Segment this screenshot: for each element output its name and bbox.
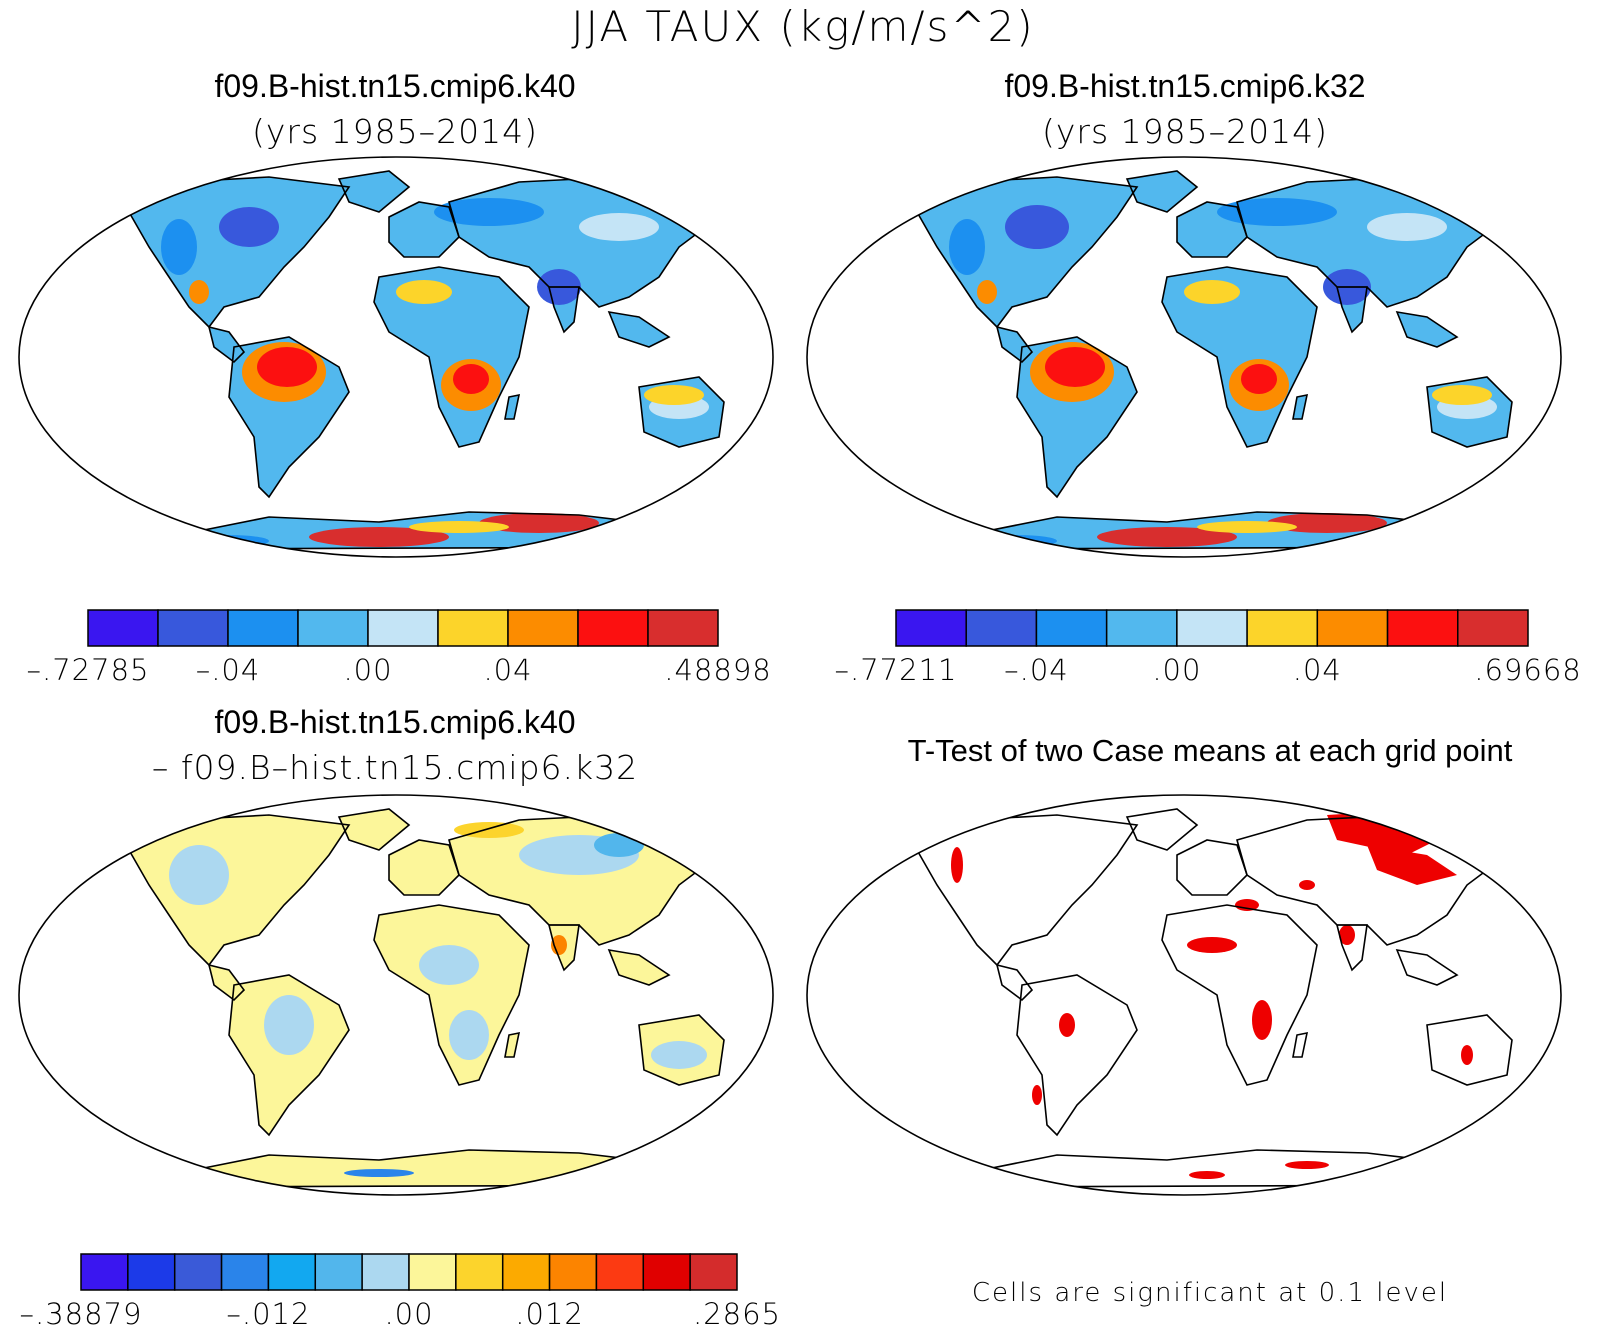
- colorbar-tick-label: .04: [1292, 653, 1342, 687]
- colorbar-swatch: [965, 609, 1038, 647]
- colorbar-tick-label: .00: [1152, 653, 1202, 687]
- panel3-map: [18, 794, 774, 1196]
- colorbar-swatch: [1246, 609, 1319, 647]
- colorbar-swatch: [1176, 609, 1248, 647]
- colorbar-swatch: [267, 1253, 317, 1291]
- colorbar-tick-label: .04: [483, 653, 533, 687]
- panel2-years: (yrs 1985–2014): [1042, 112, 1328, 151]
- colorbar-swatch: [367, 609, 439, 647]
- colorbar-tick-label: –.04: [195, 653, 261, 687]
- colorbar-swatch: [595, 1253, 645, 1291]
- colorbar-swatch: [127, 1253, 176, 1291]
- colorbar-tick-label: .00: [384, 1297, 434, 1331]
- colorbar-swatch: [455, 1253, 504, 1291]
- colorbar-tick-label: .48898: [664, 653, 772, 687]
- colorbar-case1: [87, 609, 719, 647]
- colorbar-tick-label: –.72785: [26, 653, 150, 687]
- colorbar-swatch: [408, 1253, 457, 1291]
- colorbar-swatch: [895, 609, 967, 647]
- colorbar-swatch: [689, 1253, 738, 1291]
- panel1-case-name: f09.B-hist.tn15.cmip6.k40: [214, 68, 576, 104]
- colorbar-tick-label: .00: [343, 653, 393, 687]
- colorbar-swatch: [361, 1253, 410, 1291]
- colorbar-swatch: [1386, 609, 1459, 647]
- figure-title: JJA TAUX (kg/m/s^2): [571, 2, 1035, 51]
- colorbar-tick-label: –.04: [1004, 653, 1069, 687]
- colorbar-tick-label: –.77211: [834, 653, 958, 687]
- colorbar-swatch: [80, 1253, 129, 1291]
- panel1-map: [18, 156, 774, 558]
- colorbar-swatch: [1316, 609, 1389, 647]
- panel2-map: [806, 156, 1562, 558]
- panel1-years: (yrs 1985–2014): [252, 112, 538, 151]
- colorbar-swatch: [642, 1253, 691, 1291]
- colorbar-swatch: [1457, 609, 1529, 647]
- colorbar-swatch: [1105, 609, 1178, 647]
- panel4-ttest-title: T-Test of two Case means at each grid po…: [907, 733, 1513, 768]
- colorbar-swatch: [227, 609, 299, 647]
- colorbar-tick-label: .2865: [692, 1297, 782, 1331]
- colorbar-swatch: [647, 609, 719, 647]
- colorbar-tick-label: –.012: [226, 1297, 311, 1331]
- colorbar-difference: [80, 1253, 738, 1291]
- colorbar-swatch: [297, 609, 369, 647]
- colorbar-swatch: [507, 609, 579, 647]
- colorbar-swatch: [314, 1253, 363, 1291]
- panel4-map: [806, 794, 1562, 1196]
- panel3-case-name: f09.B-hist.tn15.cmip6.k40: [214, 704, 576, 740]
- colorbar-swatch: [173, 1253, 223, 1291]
- colorbar-swatch: [220, 1253, 270, 1291]
- colorbar-case2: [895, 609, 1529, 647]
- colorbar-swatch: [577, 609, 649, 647]
- colorbar-swatch: [87, 609, 159, 647]
- panel3-difference-subtitle: – f09.B–hist.tn15.cmip6.k32: [151, 748, 639, 787]
- colorbar-swatch: [437, 609, 509, 647]
- colorbar-swatch: [501, 1253, 551, 1291]
- colorbar-swatch: [1035, 609, 1108, 647]
- colorbar-tick-label: .012: [515, 1297, 584, 1331]
- panel2-case-name: f09.B-hist.tn15.cmip6.k32: [1004, 68, 1366, 104]
- colorbar-swatch: [548, 1253, 598, 1291]
- significance-note: Cells are significant at 0.1 level: [971, 1278, 1449, 1308]
- colorbar-tick-label: –.38879: [19, 1297, 143, 1331]
- colorbar-swatch: [157, 609, 229, 647]
- colorbar-tick-label: .69668: [1474, 653, 1582, 687]
